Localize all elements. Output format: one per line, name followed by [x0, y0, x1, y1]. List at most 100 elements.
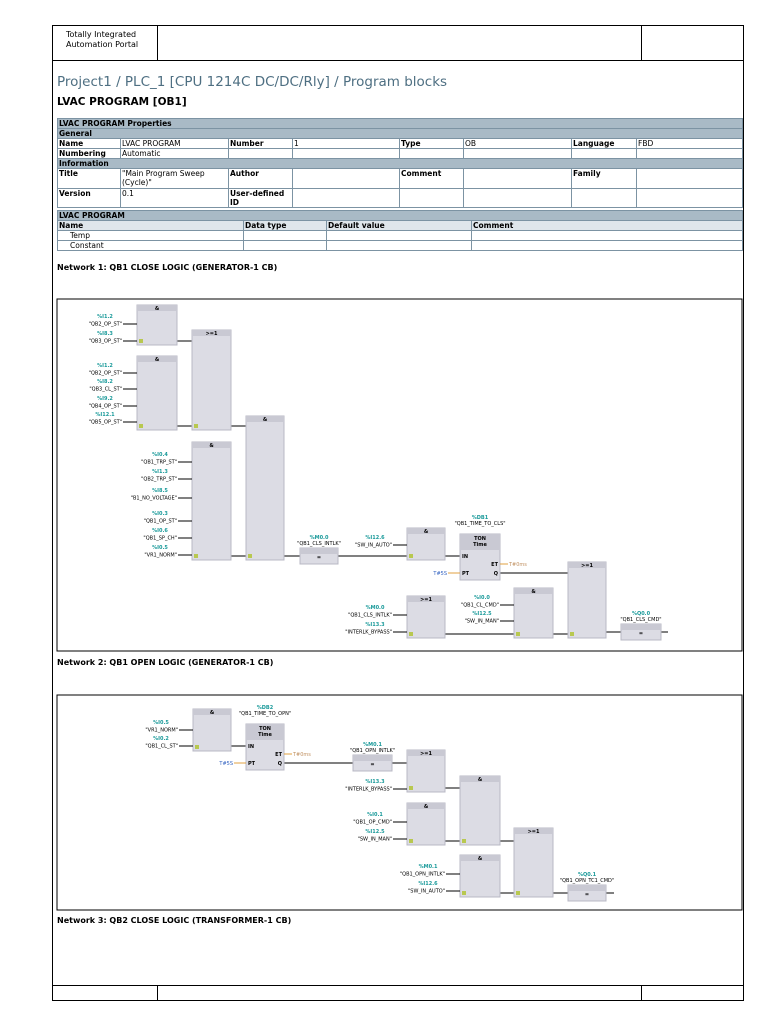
label: %M0.0 [310, 535, 329, 541]
label: & [263, 417, 268, 423]
label: PT [462, 571, 470, 577]
block-header [192, 330, 231, 336]
network-box [56, 694, 743, 911]
block-header [246, 416, 284, 422]
block-header [568, 562, 606, 568]
network-title: Network 3: QB2 CLOSE LOGIC (TRANSFORMER-… [57, 916, 292, 925]
network-box [56, 298, 743, 652]
label: "QB1_TIME_TO_OPN" [239, 711, 291, 717]
logic-block [513, 827, 554, 898]
label: "QB1_CLS_INTLK" [348, 613, 392, 619]
block-header [460, 776, 500, 782]
rule [641, 25, 642, 60]
label: %I0.0 [474, 595, 490, 601]
label: %Q0.1 [578, 872, 597, 878]
label: TON [474, 536, 486, 542]
label: %I9.2 [97, 396, 113, 402]
timer-header [246, 724, 284, 740]
label: %I1.2 [97, 363, 113, 369]
logic-block [191, 441, 232, 561]
label: %I8.5 [152, 488, 168, 494]
label: >=1 [420, 597, 432, 603]
label: %I0.1 [367, 812, 383, 818]
label: >=1 [581, 563, 593, 569]
label: "SW_IN_MAN" [465, 619, 499, 625]
label: Q [278, 761, 282, 767]
label: = [639, 631, 643, 637]
label: "QB2_TRP_ST" [141, 477, 177, 483]
label: %I0.4 [152, 452, 168, 458]
label: IN [462, 554, 468, 560]
enable-marker [139, 424, 143, 428]
label: = [317, 555, 321, 561]
block-header [193, 709, 231, 715]
label: Q [494, 571, 498, 577]
label: & [424, 804, 429, 810]
label: %M0.1 [419, 864, 438, 870]
label: "INTERLK_BYPASS" [345, 630, 392, 636]
label: & [531, 589, 536, 595]
label: & [155, 306, 160, 312]
label: %I0.5 [152, 545, 168, 551]
label: T#0ms [508, 562, 527, 568]
label: "QB1_OPN_INTLK" [400, 872, 445, 878]
enable-marker [409, 632, 413, 636]
enable-marker [462, 891, 466, 895]
enable-marker [195, 745, 199, 749]
label: %I1.2 [97, 314, 113, 320]
label: T#5S [218, 761, 233, 767]
label: ET [275, 752, 282, 758]
label: & [155, 357, 160, 363]
label: & [210, 710, 215, 716]
enable-marker [139, 339, 143, 343]
property-label: Version [57, 188, 121, 208]
label: IN [248, 744, 254, 750]
app-name: Totally Integrated Automation Portal [66, 30, 138, 50]
enable-marker [462, 839, 466, 843]
block-header [192, 442, 231, 448]
label: "QB3_CL_ST" [89, 387, 122, 393]
label: %Q0.0 [632, 611, 651, 617]
label: >=1 [420, 751, 432, 757]
logic-block [406, 595, 446, 639]
logic-block [136, 355, 178, 431]
label: %I8.3 [97, 331, 113, 337]
label: %DB2 [257, 705, 274, 711]
label: "QB1_SP_CH" [143, 536, 177, 542]
property-value: 0.1 [120, 188, 229, 208]
property-value [635, 188, 744, 208]
label: Time [258, 732, 272, 738]
label: %I0.5 [153, 720, 169, 726]
label: "QB1_CL_CMD" [461, 603, 499, 609]
block-header [407, 750, 445, 756]
label: = [370, 762, 374, 768]
label: T#0ms [292, 752, 311, 758]
rule [157, 25, 158, 60]
label: %I0.3 [152, 511, 168, 517]
label: %I13.3 [365, 622, 385, 628]
block-header [407, 803, 445, 809]
rule [157, 985, 158, 1001]
label: %M0.1 [363, 742, 382, 748]
label: "VR1_NORM" [144, 553, 177, 559]
label: %I0.2 [153, 736, 169, 742]
label: "VR1_NORM" [145, 728, 178, 734]
label: "QB2_OP_ST" [89, 322, 122, 328]
property-row: Title "Main Program Sweep (Cycle)" Author C… [57, 168, 744, 189]
label: %I0.6 [152, 528, 168, 534]
label: "QB5_OP_ST" [89, 420, 122, 426]
label: = [585, 892, 589, 898]
enable-marker [409, 554, 413, 558]
logic-block [513, 587, 554, 639]
logic-block [567, 561, 607, 639]
label: & [478, 777, 483, 783]
label: ET [491, 562, 498, 568]
label: T#5S [432, 571, 447, 577]
property-label: User-defined ID [228, 188, 293, 208]
app-line: Totally Integrated [66, 30, 137, 39]
logic-block [136, 304, 178, 346]
label: "QB1_TIME_TO_CLS" [454, 521, 505, 527]
app-line: Automation Portal [66, 40, 139, 49]
